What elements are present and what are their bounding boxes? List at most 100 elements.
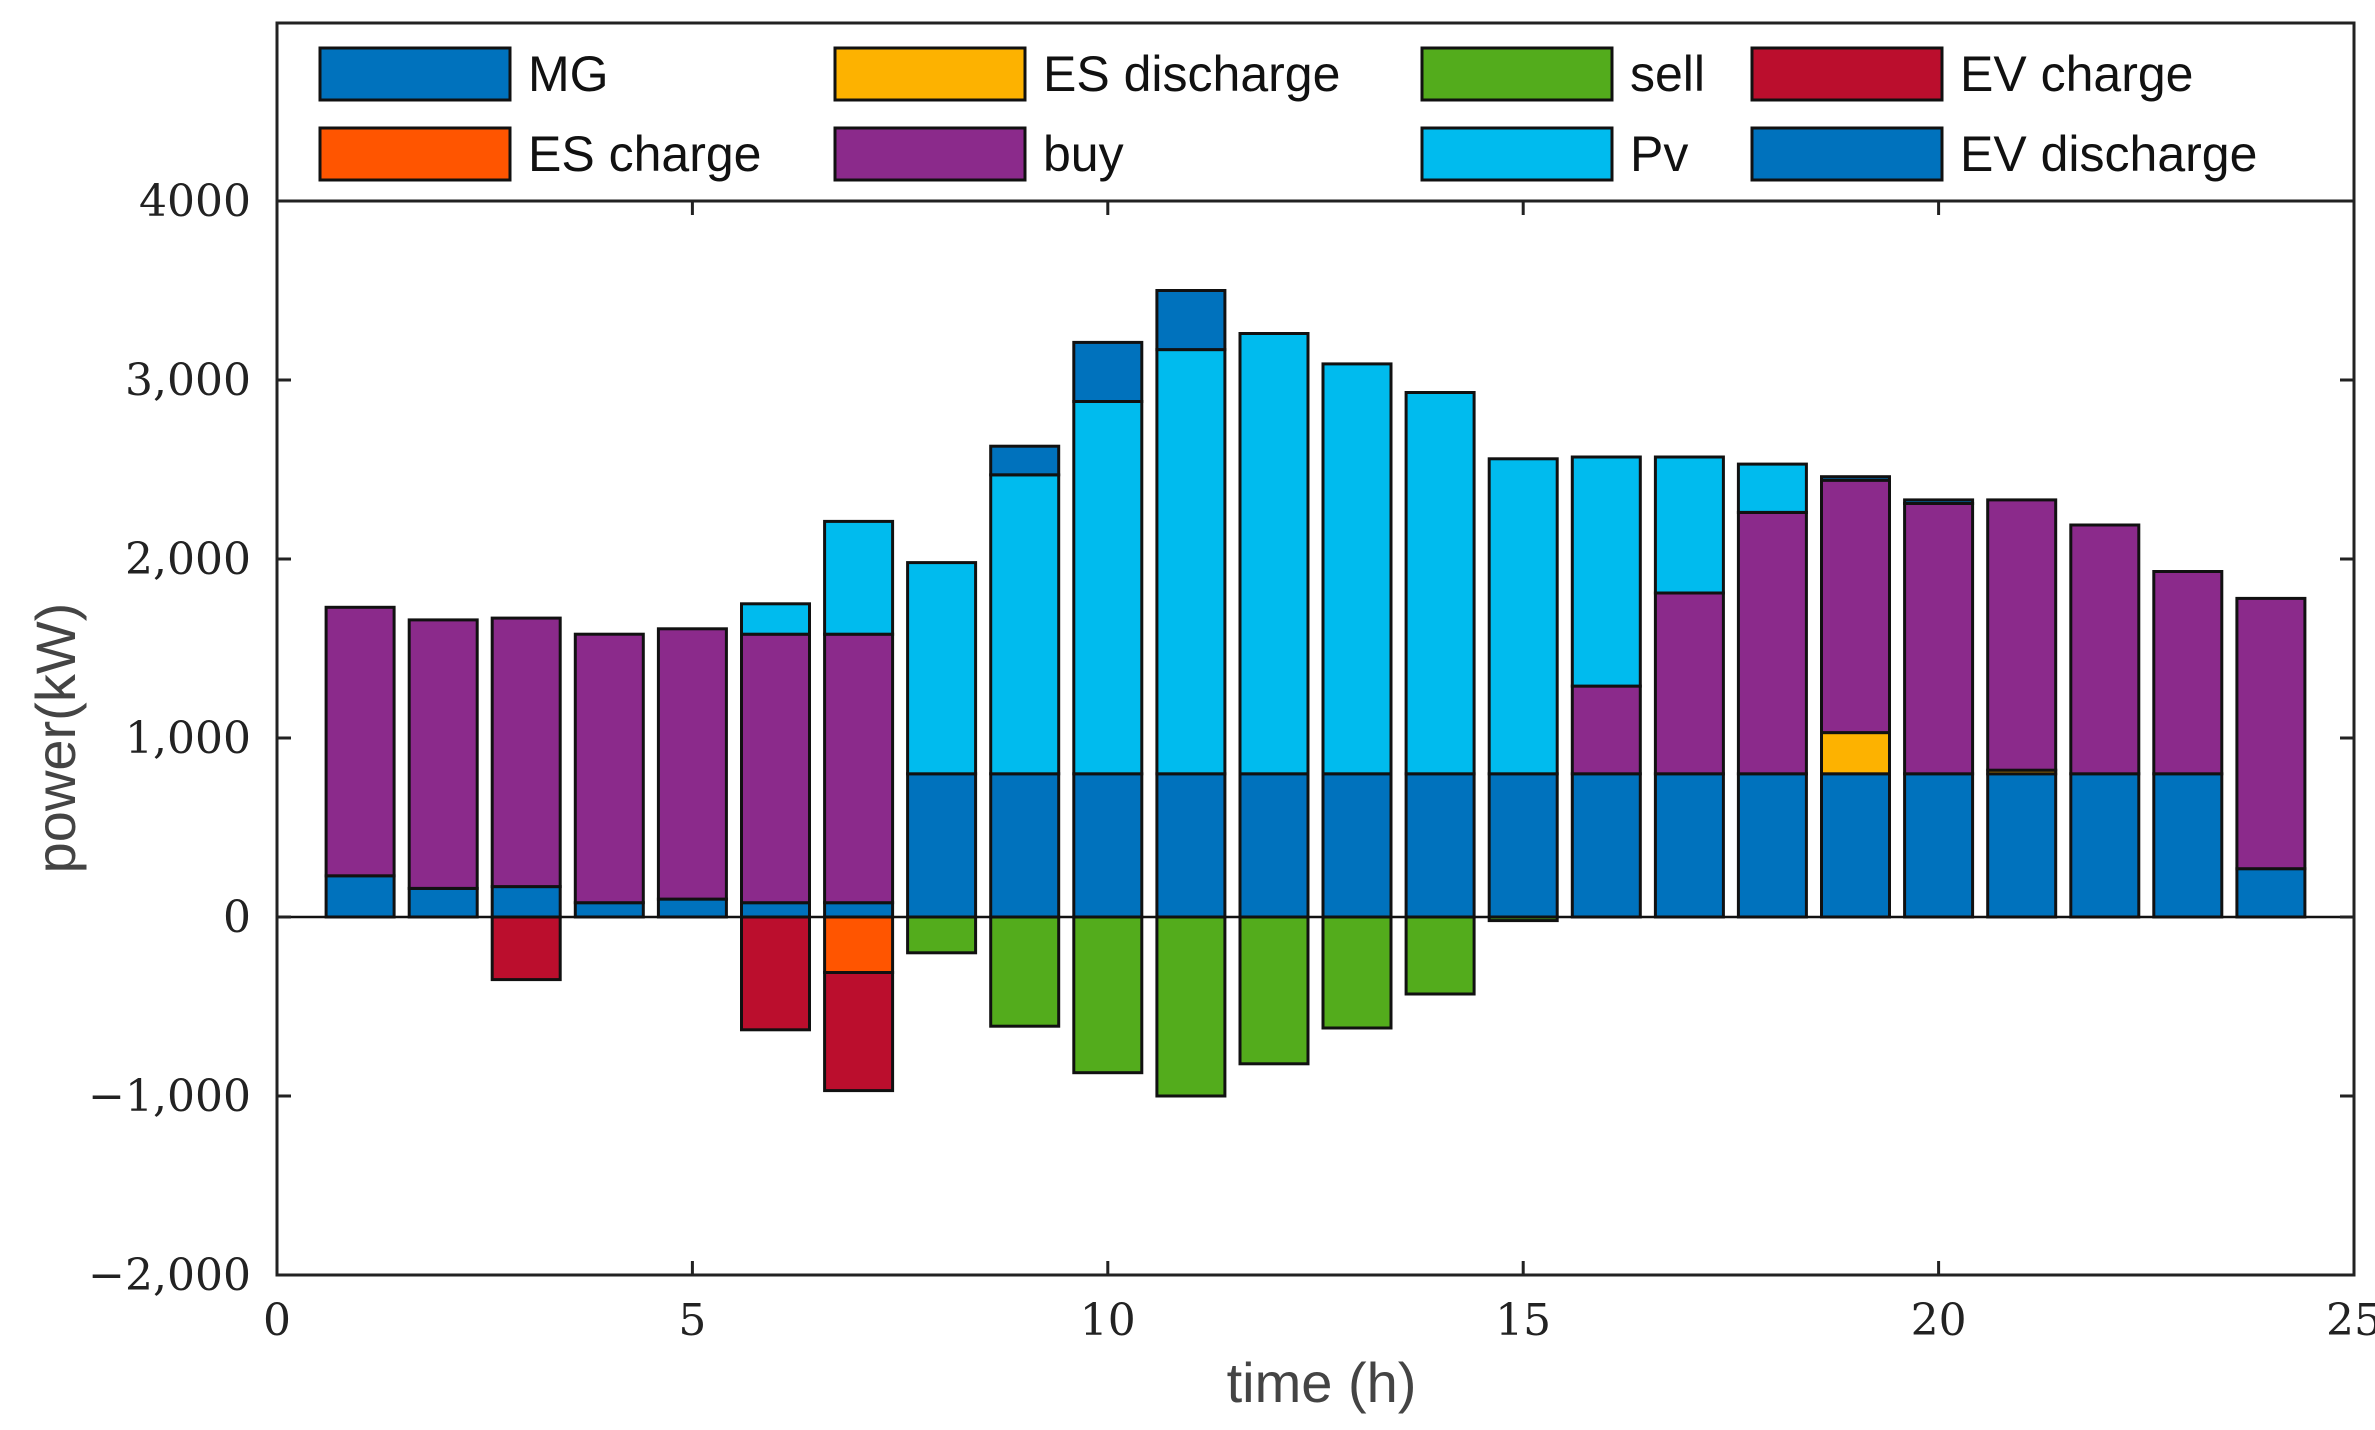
y-tick-label: 1,000: [125, 713, 251, 764]
bar-segment-sell-t13: [1321, 915, 1393, 1030]
bar-segment-sell-t8: [906, 915, 978, 955]
bar-segment-ev-charge-t7: [823, 971, 895, 1093]
y-tick-label: 0: [223, 892, 251, 943]
bar-segment-buy-t3: [490, 616, 562, 889]
y-tick-label: −2,000: [88, 1250, 251, 1301]
bar-segment-ev-charge-t6: [740, 915, 811, 1032]
bar-segment-buy-t18: [1736, 511, 1808, 776]
bar-segment-buy-t6: [740, 632, 811, 905]
bar-segment-buy-t17: [1653, 591, 1725, 776]
legend-label-ev-discharge: EV discharge: [1960, 126, 2257, 182]
bar-segment-buy-t24: [2235, 596, 2307, 871]
x-tick-label: 20: [1911, 1295, 1967, 1346]
bar-segment-pv-t7: [823, 519, 895, 636]
legend-label-ev-charge: EV charge: [1960, 46, 2193, 102]
bar-segment-mg-t16: [1570, 772, 1642, 919]
y-tick-label: 2,000: [125, 534, 251, 585]
bar-segment-es-discharge-t19: [1820, 731, 1891, 776]
bar-segment-sell-t11: [1155, 915, 1227, 1098]
bar-segment-mg-t2: [407, 886, 479, 919]
bar-segment-ev-discharge-t9: [989, 444, 1061, 477]
bar-segment-mg-t17: [1653, 772, 1725, 919]
bar-segment-mg-t4: [573, 901, 645, 919]
bar-segment-buy-t7: [823, 632, 895, 905]
legend-label-es-charge: ES charge: [528, 126, 761, 182]
bar-segment-mg-t14: [1404, 772, 1476, 919]
legend-swatch-ev-charge: [1750, 46, 1944, 102]
bar-segment-mg-t6: [740, 901, 811, 919]
bar-segment-ev-discharge-t19: [1820, 475, 1891, 482]
bar-segment-sell-t12: [1238, 915, 1310, 1066]
bar-segment-mg-t21: [1986, 772, 2058, 919]
bar-segment-pv-t18: [1736, 462, 1808, 514]
legend-label-es-discharge: ES discharge: [1043, 46, 1340, 102]
bar-segment-buy-t1: [324, 605, 396, 878]
bar-segment-mg-t23: [2152, 772, 2224, 919]
y-tick-label: −1,000: [88, 1071, 251, 1122]
bar-segment-mg-t7: [823, 901, 895, 919]
bar-segment-mg-t3: [490, 885, 562, 919]
legend-label-buy: buy: [1043, 126, 1124, 182]
y-axis-label: power(kW): [24, 603, 87, 874]
bar-segment-mg-t24: [2235, 867, 2307, 919]
bar-segment-pv-t10: [1072, 400, 1144, 776]
y-tick-label: 4000: [139, 176, 251, 227]
bar-segment-pv-t12: [1238, 332, 1310, 776]
bar-segment-buy-t20: [1903, 502, 1975, 776]
bar-segment-sell-t10: [1072, 915, 1144, 1075]
bar-segment-ev-discharge-t10: [1072, 340, 1144, 403]
bar-segment-pv-t11: [1155, 348, 1227, 776]
bar-segment-mg-t13: [1321, 772, 1393, 919]
x-tick-label: 25: [2326, 1295, 2375, 1346]
legend-label-pv: Pv: [1630, 126, 1688, 182]
bar-segment-mg-t22: [2069, 772, 2141, 919]
x-tick-label: 15: [1495, 1295, 1551, 1346]
legend-swatch-pv: [1420, 126, 1614, 182]
bar-segment-mg-t15: [1487, 772, 1559, 919]
legend-label-mg: MG: [528, 46, 609, 102]
bar-segment-pv-t16: [1570, 455, 1642, 688]
bar-segment-sell-t9: [989, 915, 1061, 1028]
legend-swatch-buy: [833, 126, 1027, 182]
bar-segment-buy-t23: [2152, 570, 2224, 776]
bar-segment-mg-t5: [656, 897, 728, 919]
bar-segment-buy-t5: [656, 627, 728, 901]
bar-segment-buy-t22: [2069, 523, 2141, 776]
bar-segment-es-charge-t7: [823, 915, 895, 974]
bar-segment-mg-t9: [989, 772, 1061, 919]
bar-segment-pv-t15: [1487, 457, 1559, 776]
bar-segment-mg-t20: [1903, 772, 1975, 919]
legend-swatch-es-discharge: [833, 46, 1027, 102]
x-tick-label: 0: [263, 1295, 291, 1346]
bar-segment-mg-t12: [1238, 772, 1310, 919]
bar-segment-buy-t4: [573, 632, 645, 905]
bar-segment-buy-t2: [407, 618, 479, 890]
bar-segment-ev-charge-t3: [490, 915, 562, 982]
bar-segment-buy-t21: [1986, 498, 2058, 772]
bar-segment-mg-t19: [1820, 772, 1891, 919]
bars-layer: [324, 289, 2307, 1098]
bar-segment-mg-t1: [324, 874, 396, 919]
x-tick-label: 5: [678, 1295, 706, 1346]
bar-segment-sell-t14: [1404, 915, 1476, 996]
legend-swatch-ev-discharge: [1750, 126, 1944, 182]
bar-segment-pv-t9: [989, 473, 1061, 776]
bar-segment-pv-t13: [1321, 362, 1393, 776]
bar-segment-buy-t19: [1820, 478, 1891, 735]
legend-swatch-mg: [318, 46, 512, 102]
bar-segment-pv-t6: [740, 602, 811, 636]
legend-swatch-es-charge: [318, 126, 512, 182]
x-tick-label: 10: [1080, 1295, 1136, 1346]
axes-layer: 0 5 10 15 20 25 −2,000 −1,000 0 1,000 2,000 3,000 40…: [88, 176, 2375, 1346]
bar-segment-ev-discharge-t11: [1155, 289, 1227, 352]
bar-segment-mg-t10: [1072, 772, 1144, 919]
legend-label-sell: sell: [1630, 46, 1705, 102]
legend-swatch-sell: [1420, 46, 1614, 102]
bar-segment-mg-t11: [1155, 772, 1227, 919]
bar-segment-mg-t8: [906, 772, 978, 919]
bar-segment-buy-t16: [1570, 684, 1642, 776]
bar-segment-ev-discharge-t20: [1903, 498, 1975, 505]
legend: MG ES discharge sell EV charge ES charge buy P…: [318, 46, 2257, 182]
bar-segment-mg-t18: [1736, 772, 1808, 919]
